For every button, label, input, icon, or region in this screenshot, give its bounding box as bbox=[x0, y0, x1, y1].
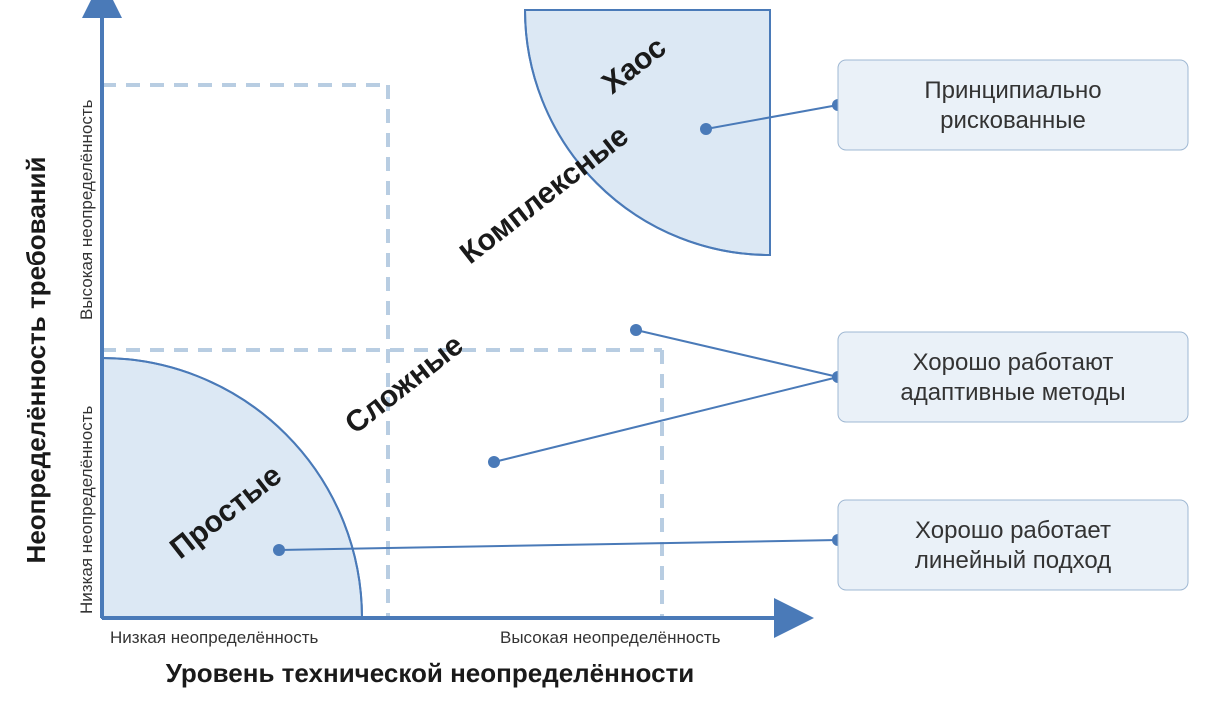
svg-text:рискованные: рискованные bbox=[940, 107, 1086, 134]
svg-text:адаптивные методы: адаптивные методы bbox=[900, 379, 1125, 406]
stacey-diagram: Простые Сложные Комплексные Хаос Принцип… bbox=[0, 0, 1217, 721]
x-low-label: Низкая неопределённость bbox=[110, 628, 319, 647]
callout-linear: Хорошо работает линейный подход bbox=[838, 500, 1188, 590]
y-low-label: Низкая неопределённость bbox=[77, 405, 96, 614]
svg-text:Принципиально: Принципиально bbox=[924, 77, 1101, 104]
label-complex1: Сложные bbox=[339, 328, 470, 440]
callout-adaptive: Хорошо работают адаптивные методы bbox=[838, 332, 1188, 422]
x-high-label: Высокая неопределённость bbox=[500, 628, 721, 647]
callout-chaos: Принципиально рискованные bbox=[838, 60, 1188, 150]
y-high-label: Высокая неопределённость bbox=[77, 99, 96, 320]
svg-text:Хорошо работают: Хорошо работают bbox=[913, 349, 1114, 376]
svg-text:Хорошо работает: Хорошо работает bbox=[915, 517, 1111, 544]
svg-text:линейный подход: линейный подход bbox=[915, 547, 1111, 574]
x-axis-title: Уровень технической неопределённости bbox=[166, 658, 695, 688]
y-axis-title: Неопределённость требований bbox=[21, 157, 51, 564]
